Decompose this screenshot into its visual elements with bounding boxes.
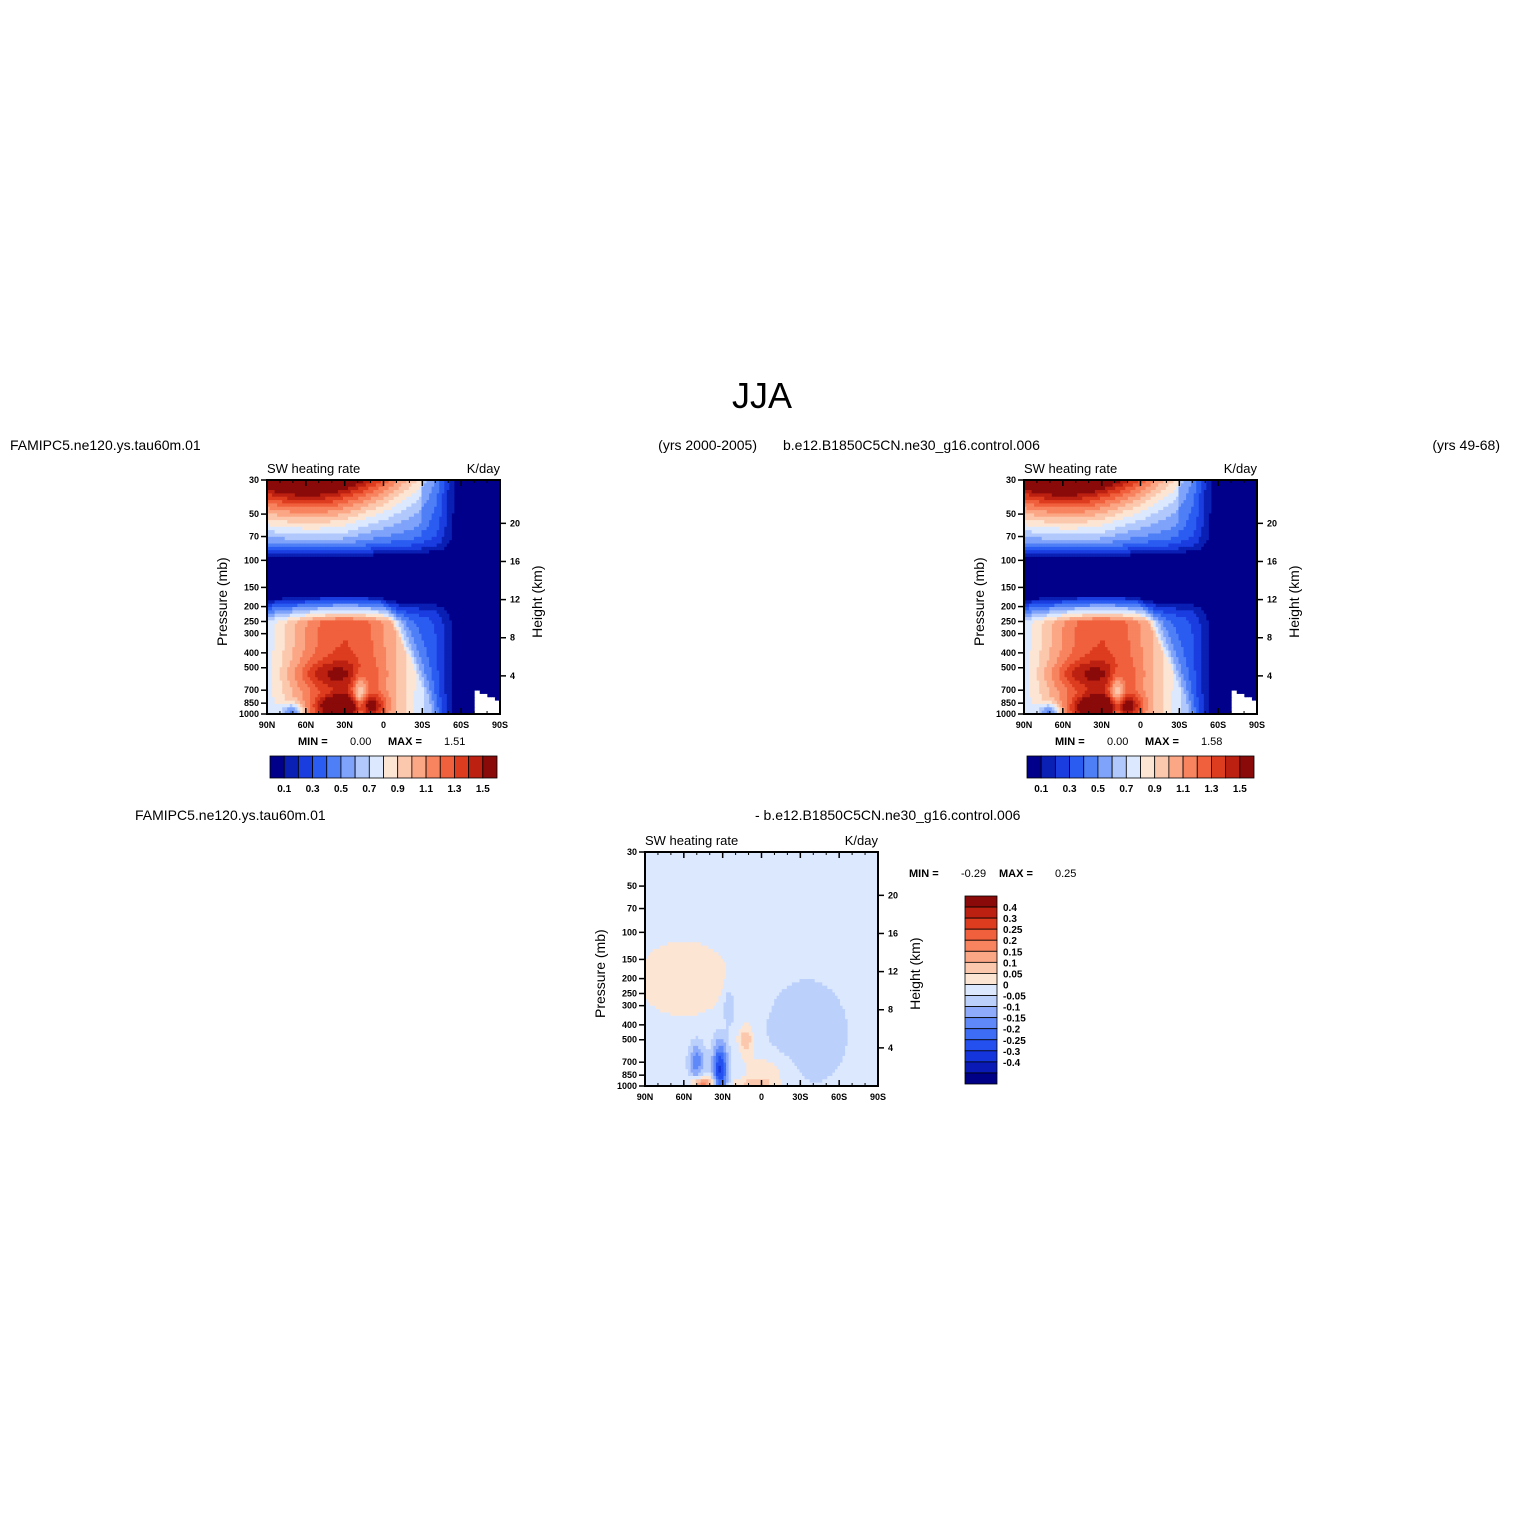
panel1-years: (yrs 2000-2005) [658,437,757,453]
panel2-years: (yrs 49-68) [1432,437,1500,453]
contour-field [267,480,501,715]
panel3-case-name-2: - b.e12.B1850C5CN.ne30_g16.control.006 [755,807,1021,823]
figure-title: JJA [732,375,792,416]
panel3-case-name: FAMIPC5.ne120.ys.tau60m.01 [135,807,326,823]
panel2-case-name: b.e12.B1850C5CN.ne30_g16.control.006 [783,437,1040,453]
panel1-case-name: FAMIPC5.ne120.ys.tau60m.01 [10,437,201,453]
